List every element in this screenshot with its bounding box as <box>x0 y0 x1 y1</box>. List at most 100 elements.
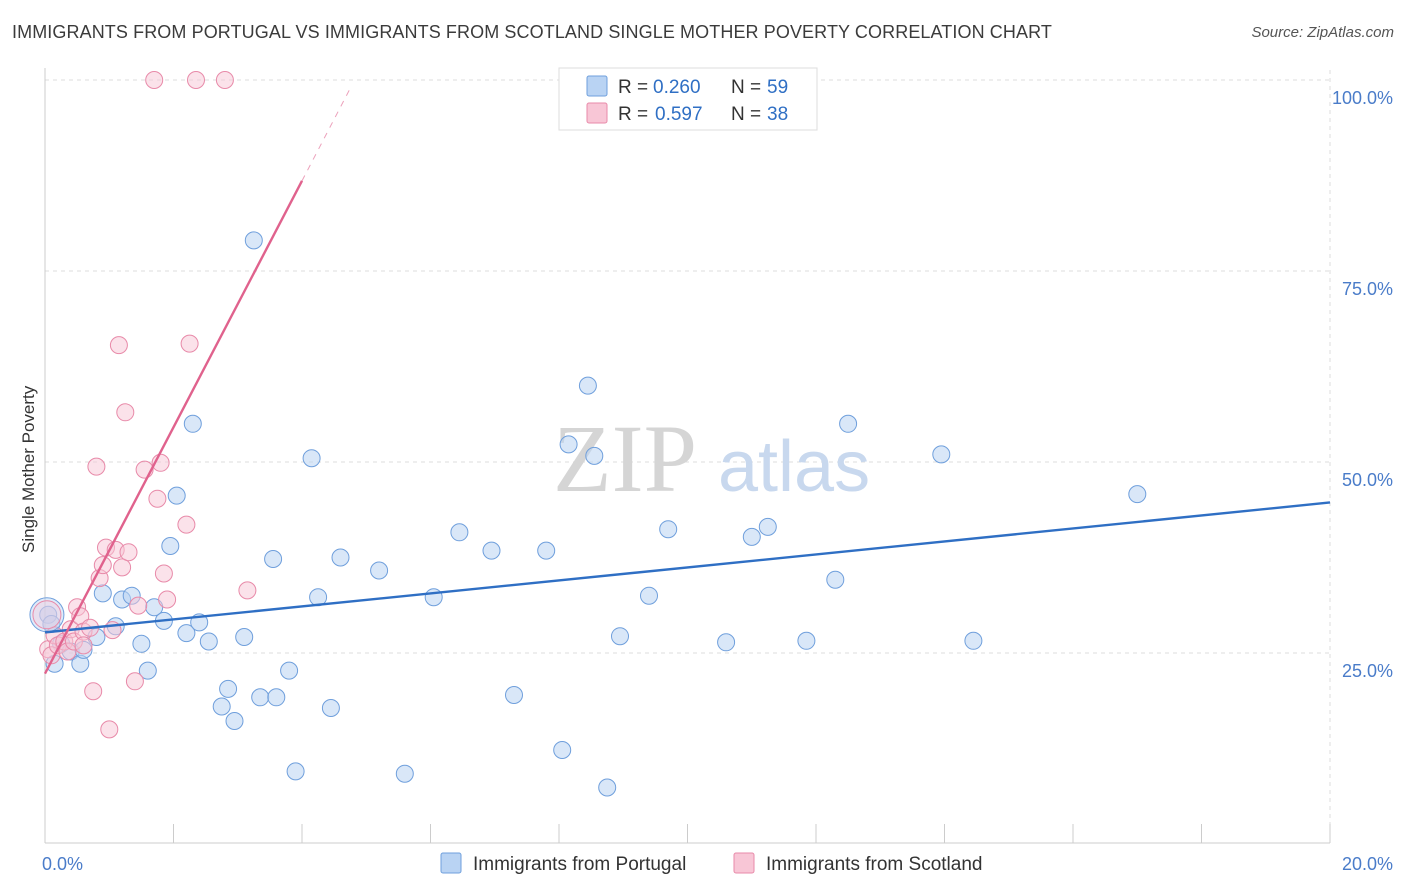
point-scotland <box>116 403 135 422</box>
x-tick-label: 0.0% <box>42 854 83 874</box>
point-portugal <box>183 414 202 433</box>
point-scotland <box>177 515 196 534</box>
point-portugal <box>177 624 196 643</box>
point-portugal <box>559 435 578 454</box>
point-portugal <box>424 588 443 607</box>
point-portugal <box>331 548 350 567</box>
point-portugal <box>553 741 572 759</box>
point-portugal <box>839 414 858 433</box>
point-scotland <box>87 457 106 476</box>
trend-line-extension-scotland <box>301 88 351 182</box>
point-portugal <box>235 628 254 646</box>
y-axis-title: Single Mother Poverty <box>19 385 38 553</box>
point-scotland <box>109 336 128 355</box>
chart-title: IMMIGRANTS FROM PORTUGAL VS IMMIGRANTS F… <box>12 22 1052 42</box>
point-portugal <box>585 446 604 465</box>
point-portugal <box>132 634 151 653</box>
point-scotland <box>84 682 103 701</box>
point-scotland <box>154 564 173 583</box>
point-portugal <box>482 541 501 560</box>
legend-swatch-scotland <box>586 102 608 124</box>
point-scotland <box>74 636 93 655</box>
point-portugal <box>267 688 286 707</box>
point-portugal <box>797 631 816 650</box>
point-scotland <box>125 672 144 691</box>
point-scotland <box>145 71 164 89</box>
y-tick-label: 75.0% <box>1342 279 1393 299</box>
point-portugal <box>302 449 321 468</box>
trend-line-portugal <box>44 501 1331 634</box>
point-portugal <box>370 561 389 580</box>
point-portugal <box>450 523 469 542</box>
point-portugal <box>932 445 951 464</box>
x-tick-label: 20.0% <box>1342 854 1393 874</box>
legend-n-value-scotland: 38 <box>767 104 788 125</box>
point-portugal <box>826 570 845 589</box>
point-portugal <box>505 686 523 704</box>
point-portugal <box>93 584 112 603</box>
data-points <box>29 71 1147 797</box>
point-scotland <box>187 71 205 89</box>
bottom-legend-label-portugal: Immigrants from Portugal <box>473 854 686 875</box>
bottom-legend-label-scotland: Immigrants from Scotland <box>766 854 982 875</box>
chart-source: Source: ZipAtlas.com <box>1251 24 1394 41</box>
point-portugal <box>742 527 761 546</box>
point-portugal <box>244 231 263 250</box>
legend-r-value-scotland: 0.597 <box>655 104 703 125</box>
legend-n-label-portugal: N = <box>731 77 761 98</box>
point-portugal <box>286 762 305 781</box>
point-scotland <box>119 543 138 562</box>
point-portugal <box>225 712 244 730</box>
watermark-atlas: atlas <box>718 427 870 507</box>
watermark: ZIP atlas <box>553 405 870 512</box>
point-portugal <box>199 632 218 651</box>
point-portugal <box>611 627 629 646</box>
point-portugal <box>598 778 617 797</box>
point-portugal <box>138 661 157 680</box>
legend-r-label-portugal: R = <box>618 77 648 98</box>
watermark-zip: ZIP <box>553 405 697 512</box>
bottom-legend-swatch-scotland <box>733 852 755 874</box>
bottom-legend-swatch-portugal <box>440 852 462 874</box>
legend-n-label-scotland: N = <box>731 104 761 125</box>
point-portugal <box>758 517 777 536</box>
point-scotland <box>180 334 199 353</box>
trend-lines <box>43 88 1331 675</box>
point-portugal <box>395 764 414 783</box>
point-scotland-large <box>32 600 62 630</box>
tick-labels: 25.0% 50.0% 75.0% 100.0% 0.0% 20.0% <box>42 88 1393 874</box>
point-scotland <box>113 558 132 577</box>
y-tick-label: 25.0% <box>1342 661 1393 681</box>
series-legend: Immigrants from Portugal Immigrants from… <box>440 852 982 875</box>
legend-n-value-portugal: 59 <box>767 77 788 98</box>
point-portugal <box>1128 485 1147 504</box>
point-scotland <box>215 71 234 89</box>
point-portugal <box>321 699 340 717</box>
point-scotland <box>129 596 148 615</box>
point-portugal <box>167 486 186 505</box>
axes <box>44 68 1331 844</box>
point-portugal <box>717 633 736 652</box>
point-portugal <box>964 631 983 650</box>
correlation-legend: R = 0.260 N = 59 R = 0.597 N = 38 <box>558 67 818 131</box>
point-portugal <box>578 376 597 395</box>
point-scotland <box>148 489 167 508</box>
legend-r-value-portugal: 0.260 <box>653 77 701 98</box>
point-portugal <box>640 586 658 605</box>
point-portugal <box>659 520 678 539</box>
point-portugal <box>280 661 299 680</box>
y-tick-label: 100.0% <box>1332 88 1393 108</box>
point-portugal <box>251 688 270 707</box>
point-portugal <box>264 550 283 568</box>
point-portugal <box>537 541 556 560</box>
y-tick-label: 50.0% <box>1342 470 1393 490</box>
point-scotland <box>238 581 257 600</box>
point-scotland <box>100 720 119 739</box>
trend-line-scotland <box>43 180 304 675</box>
point-scotland <box>158 590 177 609</box>
legend-r-label-scotland: R = <box>618 104 648 125</box>
point-portugal <box>161 537 180 555</box>
point-portugal <box>219 679 238 698</box>
legend-swatch-portugal <box>586 75 608 97</box>
